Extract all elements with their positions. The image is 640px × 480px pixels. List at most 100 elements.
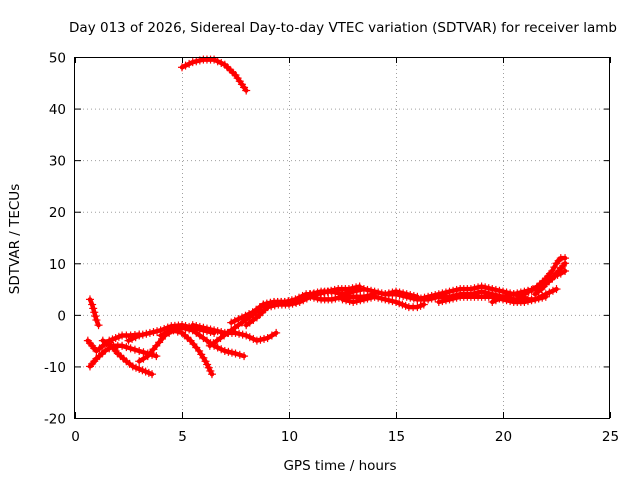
data-point <box>92 316 101 325</box>
data-point <box>94 321 103 330</box>
data-point <box>431 293 440 302</box>
data-point <box>545 288 554 297</box>
data-point <box>538 291 547 300</box>
data-point <box>192 57 201 66</box>
data-point <box>135 331 144 340</box>
data-point <box>234 315 243 324</box>
data-point <box>292 298 301 307</box>
data-point <box>156 331 165 340</box>
data-point <box>238 330 247 339</box>
data-point <box>267 331 276 340</box>
data-point <box>199 323 208 332</box>
data-point <box>135 357 144 366</box>
data-point <box>449 294 458 303</box>
data-point <box>245 309 254 318</box>
data-point <box>313 288 322 297</box>
data-point <box>188 58 197 67</box>
data-point <box>126 344 135 353</box>
data-point <box>331 288 340 297</box>
data-point <box>488 297 497 306</box>
data-point <box>263 303 272 312</box>
data-point <box>178 323 186 332</box>
data-point <box>345 288 354 297</box>
data-point <box>302 291 311 300</box>
data-point <box>285 300 293 309</box>
y-tick-label: 10 <box>49 257 66 273</box>
data-point <box>224 347 233 356</box>
data-point <box>441 296 450 305</box>
x-tick-label: 0 <box>71 429 80 445</box>
data-point <box>174 324 183 333</box>
data-point <box>142 329 151 338</box>
data-point <box>509 290 518 299</box>
data-point <box>334 289 343 298</box>
data-point <box>345 297 354 306</box>
data-point <box>349 297 358 306</box>
data-point <box>227 348 236 357</box>
data-point <box>299 293 308 302</box>
axis-ticks <box>75 57 611 419</box>
data-point <box>367 286 376 295</box>
y-tick-label: 30 <box>49 154 66 170</box>
data-point <box>88 300 97 309</box>
data-point <box>245 333 254 342</box>
plot-frame <box>74 57 610 419</box>
data-point <box>213 57 222 66</box>
data-point <box>288 299 297 308</box>
data-point <box>516 292 525 301</box>
chart-title: Day 013 of 2026, Sidereal Day-to-day VTE… <box>69 20 617 36</box>
data-point <box>124 336 133 345</box>
data-point <box>395 291 404 300</box>
data-point <box>356 285 365 294</box>
data-point <box>89 304 98 313</box>
data-point <box>213 327 222 336</box>
data-point <box>541 290 550 299</box>
data-point <box>230 316 239 325</box>
tick-labels: 0 5 10 15 20 25 -20 -10 0 10 20 30 40 50 <box>44 51 619 446</box>
data-point <box>128 334 137 343</box>
data-point <box>217 59 226 68</box>
x-tick-label: 25 <box>602 429 619 445</box>
data-point <box>185 59 194 68</box>
data-point <box>327 287 336 296</box>
data-point <box>131 333 140 342</box>
data-point <box>309 289 318 298</box>
data-point <box>520 290 529 299</box>
grid-lines <box>75 57 610 418</box>
data-point <box>392 290 400 299</box>
data-point <box>399 291 408 300</box>
data-point <box>130 345 139 354</box>
data-point <box>556 269 565 278</box>
series-line <box>517 255 568 300</box>
y-tick-label: -10 <box>44 360 66 376</box>
data-point <box>242 86 251 95</box>
data-point <box>118 341 127 350</box>
x-tick-label: 5 <box>178 429 187 445</box>
data-point <box>231 328 240 337</box>
data-point <box>260 334 269 343</box>
data-point <box>528 285 537 294</box>
data-point <box>256 335 265 344</box>
data-point <box>267 302 276 311</box>
data-point <box>148 370 157 379</box>
data-point <box>388 297 397 306</box>
data-point <box>231 349 240 358</box>
data-point <box>370 292 379 301</box>
y-tick-label: 20 <box>49 205 66 221</box>
data-point <box>561 254 570 263</box>
data-point <box>207 370 216 379</box>
data-point <box>85 295 94 304</box>
data-point <box>210 55 219 64</box>
data-point <box>342 296 351 305</box>
data-point <box>188 321 197 330</box>
x-tick-label: 15 <box>388 429 405 445</box>
data-point <box>241 311 250 320</box>
data-point <box>145 328 154 337</box>
data-point <box>122 343 131 352</box>
data-point <box>506 291 515 300</box>
data-point <box>202 324 211 333</box>
data-point <box>406 293 415 302</box>
data-point <box>163 328 172 337</box>
data-point <box>356 296 365 305</box>
